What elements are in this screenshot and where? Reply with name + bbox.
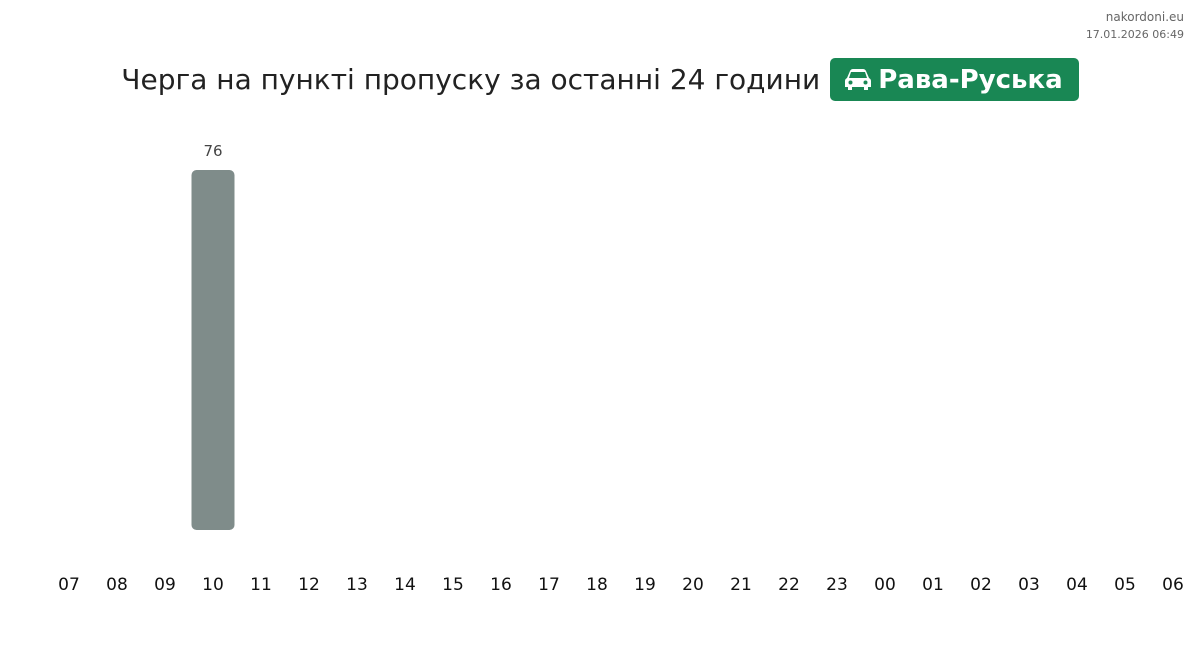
x-tick-label: 05 xyxy=(1114,575,1136,595)
chart-header: Черга на пункті пропуску за останні 24 г… xyxy=(0,58,1200,101)
x-tick-label: 00 xyxy=(874,575,896,595)
x-tick-label: 01 xyxy=(922,575,944,595)
x-tick-label: 06 xyxy=(1162,575,1184,595)
x-tick-label: 14 xyxy=(394,575,416,595)
x-tick-label: 03 xyxy=(1018,575,1040,595)
x-tick-label: 13 xyxy=(346,575,368,595)
x-tick-label: 08 xyxy=(106,575,128,595)
checkpoint-name: Рава-Руська xyxy=(878,64,1063,95)
x-tick-label: 11 xyxy=(250,575,272,595)
bar xyxy=(191,170,235,530)
x-tick-label: 21 xyxy=(730,575,752,595)
x-tick-label: 16 xyxy=(490,575,512,595)
x-tick-label: 17 xyxy=(538,575,560,595)
x-tick-label: 12 xyxy=(298,575,320,595)
x-tick-label: 04 xyxy=(1066,575,1088,595)
x-tick-label: 23 xyxy=(826,575,848,595)
source-info: nakordoni.eu 17.01.2026 06:49 xyxy=(1086,9,1184,43)
x-tick-label: 18 xyxy=(586,575,608,595)
chart-title: Черга на пункті пропуску за останні 24 г… xyxy=(121,63,821,96)
x-tick-label: 09 xyxy=(154,575,176,595)
x-tick-label: 02 xyxy=(970,575,992,595)
site-name: nakordoni.eu xyxy=(1105,10,1184,24)
x-tick-label: 15 xyxy=(442,575,464,595)
x-tick-label: 22 xyxy=(778,575,800,595)
x-tick-label: 19 xyxy=(634,575,656,595)
car-icon xyxy=(845,68,872,90)
x-tick-label: 07 xyxy=(58,575,80,595)
x-tick-label: 10 xyxy=(202,575,224,595)
timestamp: 17.01.2026 06:49 xyxy=(1085,28,1184,41)
bar-value-label: 76 xyxy=(203,142,222,160)
x-tick-label: 20 xyxy=(682,575,704,595)
checkpoint-badge: Рава-Руська xyxy=(830,58,1079,101)
